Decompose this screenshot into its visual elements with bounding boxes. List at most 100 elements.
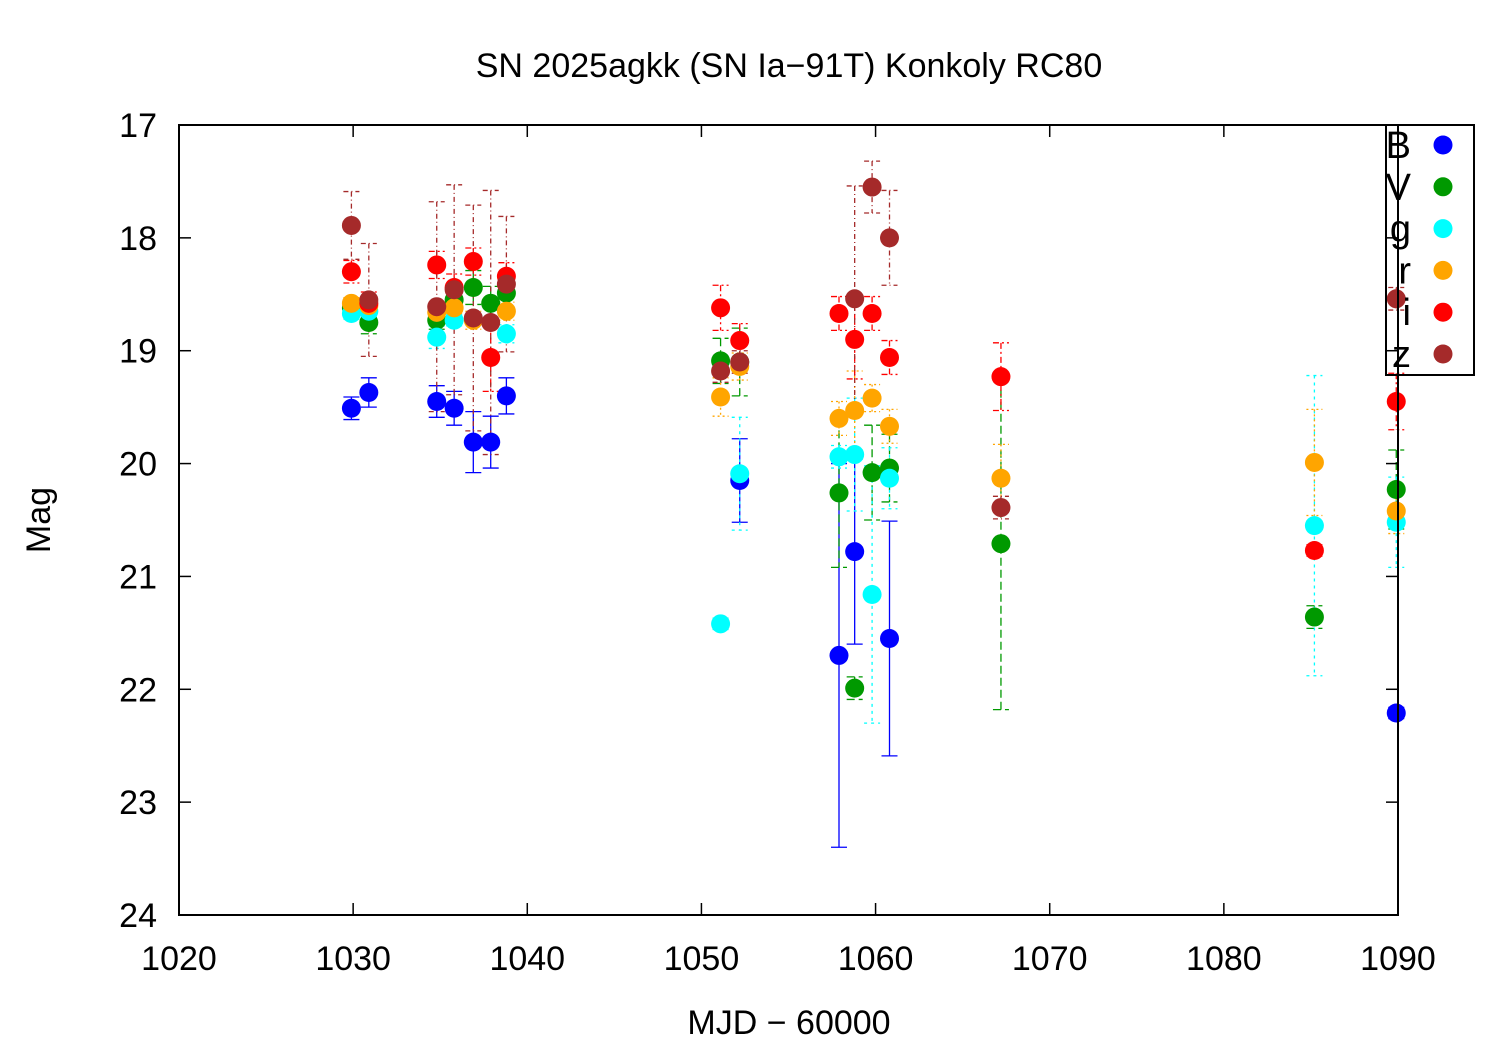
x-tick-label: 1060 [838, 940, 914, 978]
data-point [711, 614, 731, 634]
x-tick-label: 1050 [664, 940, 740, 978]
legend-marker [1433, 344, 1453, 364]
legend-marker [1433, 135, 1453, 155]
data-point [444, 398, 464, 418]
data-point [427, 392, 447, 411]
data-point [711, 387, 731, 407]
data-point [880, 416, 900, 436]
series-points-B [341, 382, 1406, 723]
data-point [427, 327, 447, 347]
data-point [880, 468, 900, 488]
series-B [343, 377, 1405, 848]
data-point [845, 542, 865, 562]
y-tick-label: 18 [119, 220, 157, 258]
data-point [845, 289, 865, 309]
legend-marker [1433, 177, 1453, 197]
data-point [341, 215, 361, 235]
x-tick-label: 1030 [315, 940, 391, 978]
data-point [711, 298, 731, 318]
legend-marker [1433, 260, 1453, 280]
data-point [862, 177, 882, 197]
x-tick-label: 1070 [1012, 940, 1088, 978]
data-point [1386, 703, 1406, 723]
data-point [496, 301, 516, 321]
data-point [829, 645, 849, 665]
x-axis-label: MJD − 60000 [687, 1004, 890, 1042]
data-point [463, 432, 483, 452]
data-point [1386, 392, 1406, 411]
data-point [1386, 480, 1406, 500]
data-point [845, 329, 865, 349]
data-point [481, 432, 501, 452]
data-point [1386, 501, 1406, 521]
data-point [463, 278, 483, 298]
data-point [991, 468, 1011, 488]
legend-label: z [1392, 334, 1411, 376]
data-point [341, 398, 361, 418]
data-point [829, 483, 849, 503]
data-point [1304, 540, 1324, 560]
data-point [463, 252, 483, 272]
legend-label: g [1390, 209, 1411, 251]
data-point [829, 408, 849, 428]
data-point [1386, 289, 1406, 309]
data-point [359, 290, 379, 310]
data-point [1304, 452, 1324, 472]
data-point [991, 534, 1011, 554]
data-point [427, 255, 447, 275]
data-point [359, 382, 379, 402]
data-point [862, 584, 882, 604]
data-point [444, 280, 464, 300]
y-tick-label: 17 [119, 107, 157, 145]
data-point [880, 347, 900, 367]
legend-marker [1433, 219, 1453, 239]
series-points-z [341, 177, 1406, 518]
plot-frame [178, 124, 1399, 916]
legend-label: V [1386, 167, 1412, 209]
legend-label: B [1386, 125, 1411, 167]
data-point [496, 324, 516, 344]
y-tick-label: 20 [119, 446, 157, 484]
data-point [730, 331, 750, 351]
data-point [730, 352, 750, 372]
y-tick-label: 21 [119, 558, 157, 596]
data-point [862, 463, 882, 483]
y-tick-label: 19 [119, 333, 157, 371]
y-tick-label: 22 [119, 671, 157, 709]
data-point [845, 445, 865, 465]
x-tick-label: 1040 [489, 940, 565, 978]
series-g [343, 304, 1405, 724]
data-point [991, 498, 1011, 518]
data-point [496, 386, 516, 406]
data-point [730, 464, 750, 484]
data-point [1304, 516, 1324, 536]
data-point [991, 367, 1011, 387]
data-point [427, 297, 447, 317]
data-point [829, 303, 849, 323]
data-point [341, 262, 361, 282]
data-point [829, 447, 849, 467]
data-point [862, 388, 882, 408]
data-point [496, 274, 516, 294]
data-point [463, 308, 483, 328]
y-tick-label: 23 [119, 784, 157, 822]
x-tick-label: 1020 [141, 940, 217, 978]
data-point [880, 228, 900, 248]
y-tick-label: 24 [119, 897, 157, 935]
legend-label: i [1403, 292, 1411, 334]
data-point [880, 629, 900, 648]
data-point [341, 293, 361, 313]
data-point [845, 678, 865, 698]
data-point [845, 401, 865, 421]
data-point [862, 303, 882, 323]
data-point [444, 298, 464, 318]
x-tick-label: 1090 [1360, 940, 1436, 978]
data-point [481, 313, 501, 332]
data-point [711, 361, 731, 381]
legend-box [1385, 124, 1475, 376]
data-point [481, 347, 501, 367]
legend-label: r [1398, 250, 1411, 292]
y-axis-label: Mag [20, 487, 58, 553]
